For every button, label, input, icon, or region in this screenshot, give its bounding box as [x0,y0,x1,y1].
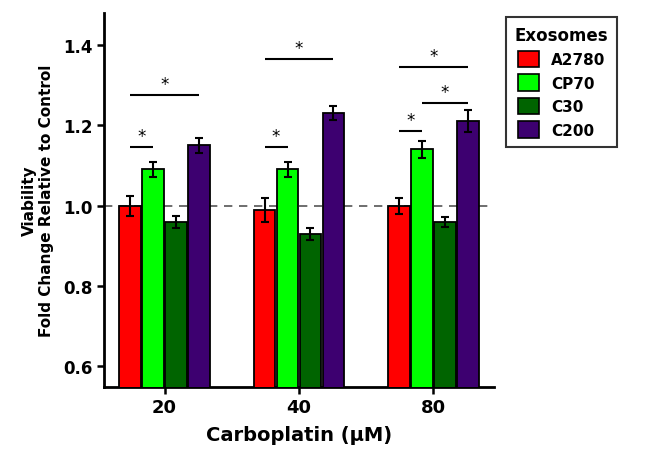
Bar [322,114,344,455]
Text: *: * [295,40,303,57]
Bar [188,146,209,455]
Bar [457,122,478,455]
Text: *: * [429,47,437,66]
Bar [277,170,298,455]
X-axis label: Carboplatin (μM): Carboplatin (μM) [206,425,392,444]
Bar [254,210,276,455]
Bar [120,206,141,455]
Legend: A2780, CP70, C30, C200: A2780, CP70, C30, C200 [506,18,618,148]
Bar [434,222,456,455]
Text: *: * [137,128,146,146]
Text: *: * [161,76,169,93]
Bar [300,234,321,455]
Text: *: * [272,128,280,146]
Bar [165,222,187,455]
Bar [389,206,410,455]
Text: *: * [441,84,449,101]
Bar [411,150,433,455]
Y-axis label: Viability
Fold Change Relative to Control: Viability Fold Change Relative to Contro… [22,64,55,336]
Bar [142,170,164,455]
Text: *: * [406,111,415,130]
